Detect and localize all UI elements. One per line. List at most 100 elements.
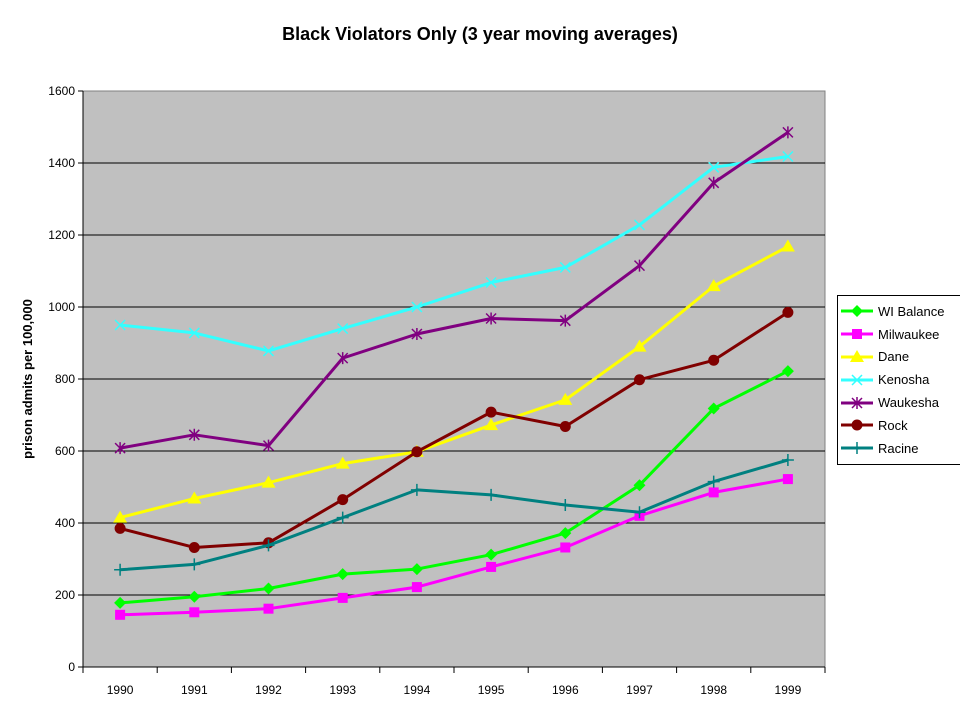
legend-marker-wi-balance — [851, 305, 863, 318]
series-waukesha — [114, 126, 794, 455]
data-point-racine — [114, 563, 127, 576]
y-tick-label: 600 — [55, 444, 75, 458]
data-point-waukesha — [782, 126, 794, 139]
series-racine — [114, 454, 794, 576]
y-tick-label: 1000 — [48, 300, 75, 314]
data-point-dane — [780, 239, 795, 252]
data-point-waukesha — [188, 428, 200, 441]
data-point-waukesha — [633, 259, 646, 272]
data-point-dane — [335, 456, 350, 469]
data-point-waukesha — [411, 328, 423, 340]
series-wi-balance — [114, 365, 794, 609]
legend-marker-rock — [851, 419, 863, 431]
x-tick-label: 1990 — [107, 683, 134, 697]
data-point-kenosha — [485, 276, 497, 289]
data-point-racine — [485, 488, 498, 501]
data-point-wi-balance — [336, 568, 349, 581]
data-point-dane — [706, 279, 721, 292]
data-point-rock — [337, 494, 349, 506]
data-point-waukesha — [337, 352, 349, 365]
series-dane — [113, 239, 795, 523]
y-tick-label: 800 — [55, 372, 75, 386]
legend-label: Rock — [878, 417, 908, 433]
legend-item-kenosha: Kenosha — [838, 368, 960, 391]
legend-marker-waukesha — [851, 396, 863, 409]
legend-label: Kenosha — [878, 372, 930, 388]
data-point-kenosha — [633, 219, 646, 231]
legend-label: WI Balance — [878, 303, 945, 319]
data-point-kenosha — [411, 301, 423, 313]
x-tick-label: 1991 — [181, 683, 208, 697]
data-point-racine — [633, 506, 646, 519]
legend-swatch-milwaukee — [841, 329, 873, 340]
data-point-kenosha — [337, 323, 349, 335]
legend-swatch-racine — [841, 442, 873, 455]
data-point-waukesha — [114, 442, 126, 455]
data-point-dane — [484, 418, 499, 431]
data-point-wi-balance — [633, 479, 646, 492]
legend-marker-racine — [851, 442, 863, 455]
x-tick-label: 1992 — [255, 683, 282, 697]
y-tick-label: 400 — [55, 516, 75, 530]
data-point-milwaukee — [337, 592, 348, 603]
chart-title: Black Violators Only (3 year moving aver… — [282, 24, 678, 44]
data-point-wi-balance — [114, 596, 127, 609]
data-point-kenosha — [188, 327, 200, 339]
legend-item-dane: Dane — [838, 346, 960, 369]
series-line-dane — [119, 245, 789, 520]
data-point-wi-balance — [188, 590, 201, 603]
data-point-wi-balance — [485, 548, 498, 561]
data-point-racine — [781, 454, 794, 466]
legend-item-wi-balance: WI Balance — [838, 300, 960, 323]
y-tick-label: 1400 — [48, 156, 75, 170]
x-tick-label: 1995 — [478, 683, 505, 697]
legend-item-milwaukee: Milwaukee — [838, 323, 960, 346]
x-tick-label: 1997 — [626, 683, 653, 697]
series-kenosha — [114, 150, 794, 357]
data-point-kenosha — [708, 161, 720, 173]
data-point-wi-balance — [707, 402, 720, 415]
data-point-milwaukee — [189, 607, 200, 618]
axes: 0 200 400 600 800 1000 1200 1400 1600 1990 1991 199… — [48, 84, 826, 697]
legend: WI Balance Milwaukee Dane Kenosha Waukesha Ro… — [837, 295, 960, 465]
data-point-dane — [632, 339, 647, 352]
legend-item-waukesha: Waukesha — [838, 391, 960, 414]
data-point-rock — [559, 421, 571, 433]
legend-swatch-wi-balance — [841, 305, 873, 318]
legend-swatch-waukesha — [841, 396, 873, 409]
x-tick-label: 1993 — [329, 683, 356, 697]
series-layer — [113, 126, 795, 620]
data-point-milwaukee — [411, 582, 422, 593]
data-point-dane — [261, 475, 276, 488]
legend-label: Milwaukee — [878, 326, 940, 342]
data-point-dane — [113, 510, 128, 523]
data-point-racine — [559, 499, 572, 511]
data-point-kenosha — [262, 345, 275, 357]
legend-swatch-rock — [841, 419, 873, 431]
legend-marker-milwaukee — [852, 329, 862, 340]
series-line-racine — [119, 458, 789, 572]
series-line-wi-balance — [119, 369, 789, 605]
data-point-dane — [558, 392, 573, 405]
legend-label: Racine — [878, 440, 919, 456]
data-point-rock — [485, 406, 497, 418]
data-point-waukesha — [559, 314, 571, 327]
data-point-kenosha — [114, 319, 126, 331]
legend-label: Waukesha — [878, 395, 939, 411]
legend-swatch-kenosha — [841, 374, 873, 386]
series-line-kenosha — [119, 155, 789, 353]
x-tick-label: 1996 — [552, 683, 579, 697]
legend-marker-dane — [850, 349, 864, 362]
data-point-rock — [782, 306, 794, 318]
data-point-milwaukee — [560, 542, 571, 553]
legend-marker-kenosha — [851, 374, 863, 386]
data-point-milwaukee — [115, 609, 126, 620]
series-rock — [114, 306, 794, 553]
data-point-wi-balance — [410, 563, 423, 576]
x-tick-label: 1998 — [700, 683, 727, 697]
y-tick-label: 1200 — [48, 228, 75, 242]
data-point-milwaukee — [782, 474, 793, 485]
data-point-rock — [411, 446, 423, 458]
legend-swatch-dane — [841, 349, 873, 362]
